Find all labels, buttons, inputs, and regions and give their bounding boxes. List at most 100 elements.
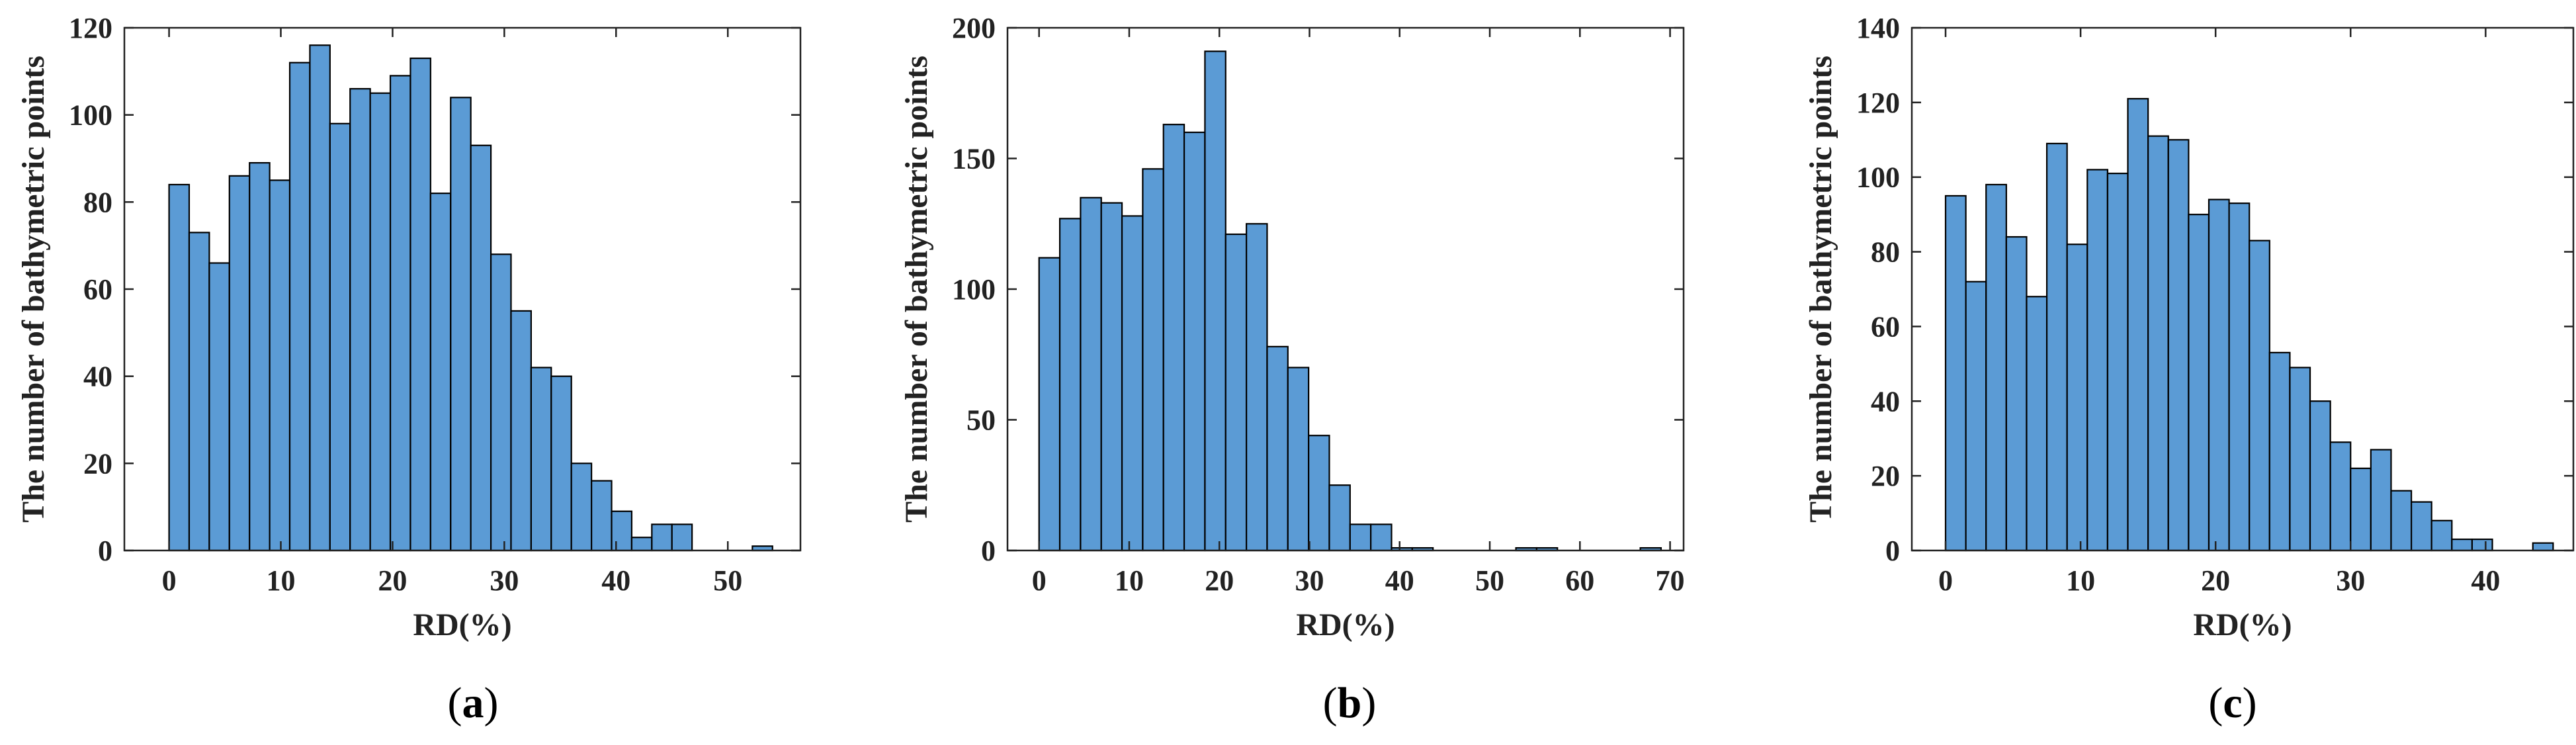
bar [2451,538,2473,552]
bar [1142,168,1164,552]
y-tick-label: 0 [981,535,996,567]
bar [2228,202,2251,552]
bar [1266,345,1289,552]
bar [570,462,593,552]
x-tick-label: 40 [601,564,630,597]
bar [1328,484,1351,552]
panel-label-b: (b) [1322,679,1377,727]
y-tick-label: 0 [1885,535,1900,567]
bar [2350,467,2372,552]
x-tick-label: 40 [1385,564,1414,597]
x-tick-label: 10 [2066,564,2095,597]
y-tick-label: 50 [966,404,996,437]
y-tick-label: 40 [83,361,112,393]
y-axis-label: The number of bathymetric points [899,56,934,523]
bar [228,175,251,552]
x-tick-label: 0 [1938,564,1953,597]
x-tick-label: 0 [162,564,177,597]
x-tick-label: 60 [1565,564,1594,597]
bar [1944,195,1967,552]
x-tick-label: 20 [378,564,407,597]
y-tick-label: 100 [952,273,996,306]
x-tick-label: 0 [1032,564,1047,597]
bar [1204,50,1226,552]
bar [591,480,613,552]
bar [651,523,673,552]
bar [1308,435,1330,552]
bar [1058,218,1082,552]
y-tick-label: 0 [98,535,112,567]
bar [2329,441,2352,552]
bar [1287,367,1310,552]
bar [510,310,532,552]
bar [611,510,633,552]
bar [2309,400,2331,552]
x-tick-label: 40 [2471,564,2500,597]
y-tick-label: 200 [952,12,996,44]
y-tick-label: 60 [83,273,112,306]
x-axis-label: RD(%) [413,607,511,642]
bar [2167,139,2190,552]
bar [2086,169,2109,552]
bar [1183,131,1206,552]
bar [550,375,572,552]
panel-label-c: (c) [2208,679,2257,727]
y-tick-label: 120 [69,12,112,44]
bar [329,122,351,552]
y-tick-label: 80 [1871,236,1900,269]
x-tick-label: 50 [713,564,742,597]
bar [2106,172,2129,552]
bar [2289,367,2311,552]
bar [1985,183,2007,552]
bar [2147,135,2169,552]
bar [269,179,291,552]
bar [1121,215,1144,552]
bar [389,75,411,552]
bar [2471,538,2493,552]
bar [1349,523,1372,552]
bar [2390,490,2413,552]
x-tick-label: 20 [1205,564,1234,597]
x-tick-label: 10 [1115,564,1144,597]
x-tick-label: 10 [266,564,295,597]
bar [2066,243,2088,552]
bar [2430,519,2453,552]
bar [249,161,271,552]
x-axis-label: RD(%) [1296,607,1395,642]
bar [188,232,210,552]
x-axis-label: RD(%) [2193,607,2292,642]
x-tick-label: 50 [1475,564,1504,597]
y-tick-label: 140 [1856,12,1900,44]
bar [450,97,472,552]
bar [1224,233,1248,552]
bar [369,92,392,552]
chart-c: 0 20 40 60 80 100 120 140 0 10 20 30 40 RD(%) The numb… [1803,12,2575,642]
x-tick-label: 20 [2201,564,2230,597]
x-tick-label: 30 [1295,564,1324,597]
bar [1038,257,1061,552]
y-axis-label: The number of bathymetric points [16,56,51,523]
chart-b: 0 50 100 150 200 0 10 20 30 40 50 60 70 RD(%) The numb… [899,12,1685,642]
bar [2045,142,2068,552]
bar [1100,202,1123,552]
bar [1965,281,1987,552]
y-tick-label: 60 [1871,310,1900,343]
y-axis-label: The number of bathymetric points [1803,56,1838,523]
bar [2127,98,2149,552]
bar [2249,240,2270,552]
bar [2532,542,2554,552]
x-tick-label: 30 [2336,564,2365,597]
bar [2005,236,2028,552]
bar [168,183,191,552]
bar [349,88,371,552]
bar [490,253,512,552]
y-tick-label: 80 [83,186,112,218]
bar [208,262,230,552]
bar [2188,214,2210,552]
bar [1162,124,1185,552]
y-tick-label: 100 [1856,161,1900,194]
bar [409,57,431,552]
bar [1246,223,1268,552]
bar [2268,351,2291,552]
